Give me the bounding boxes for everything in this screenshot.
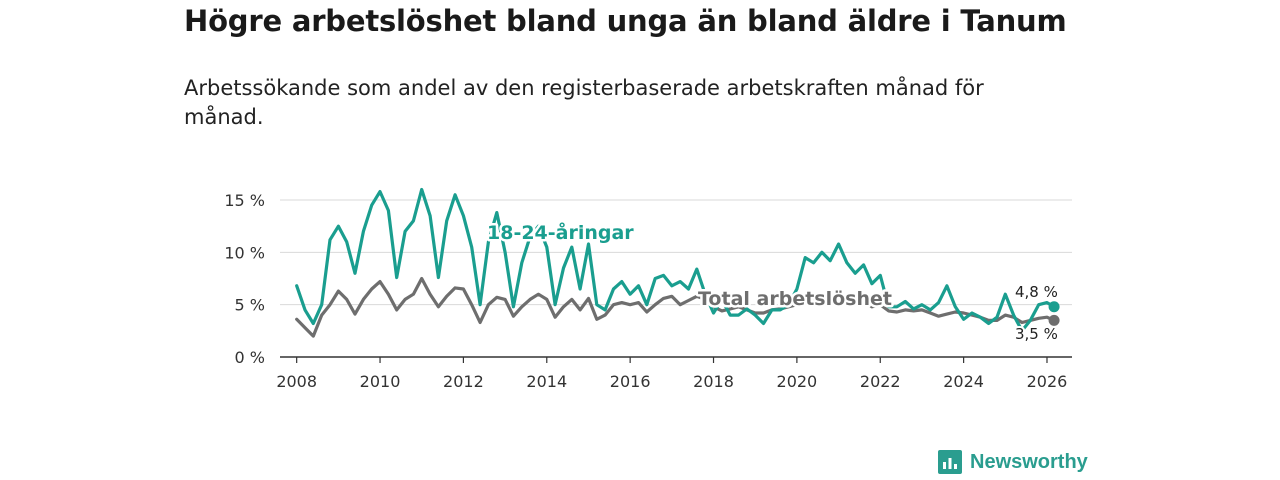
brand-name: Newsworthy — [970, 450, 1088, 473]
x-tick-label: 2010 — [360, 372, 401, 391]
brand-logo[interactable]: Newsworthy — [938, 450, 1088, 474]
x-tick-label: 2008 — [276, 372, 317, 391]
endpoint-total — [1048, 314, 1060, 326]
y-tick-label: 5 % — [235, 296, 265, 315]
line-chart: 0 % 5 % 10 % 15 % 2008 2010 2012 2014 2016 2018 20… — [224, 187, 1072, 391]
x-tick-label: 2014 — [526, 372, 567, 391]
end-label-total-halo: 3,5 % — [1015, 325, 1058, 343]
x-tick-label: 2020 — [777, 372, 818, 391]
series-label-youth: 18-24-åringar — [487, 220, 634, 244]
x-tick-label: 2022 — [860, 372, 901, 391]
end-label-total: 3,5 % — [1015, 325, 1058, 343]
series-label-youth-halo: 18-24-åringar — [487, 220, 634, 244]
y-tick-label: 10 % — [224, 243, 265, 262]
series-line-total — [295, 276, 1056, 338]
x-tick-label: 2024 — [943, 372, 984, 391]
x-tick-label: 2026 — [1027, 372, 1068, 391]
bar-chart-icon — [938, 450, 962, 474]
x-tick-label: 2016 — [610, 372, 651, 391]
y-tick-label: 0 % — [235, 348, 265, 367]
chart-title: Högre arbetslöshet bland unga än bland ä… — [184, 4, 1067, 38]
chart-subtitle: Arbetssökande som andel av den registerb… — [184, 76, 984, 129]
end-label-youth-halo: 4,8 % — [1015, 283, 1058, 301]
x-tick-label: 2018 — [693, 372, 734, 391]
y-tick-label: 15 % — [224, 191, 265, 210]
x-tick-label: 2012 — [443, 372, 484, 391]
end-label-youth: 4,8 % — [1015, 283, 1058, 301]
series-line-youth — [295, 187, 1056, 333]
endpoint-youth — [1048, 301, 1060, 313]
series-label-total-halo: Total arbetslöshet — [698, 288, 892, 310]
series-label-total: Total arbetslöshet — [698, 288, 892, 310]
